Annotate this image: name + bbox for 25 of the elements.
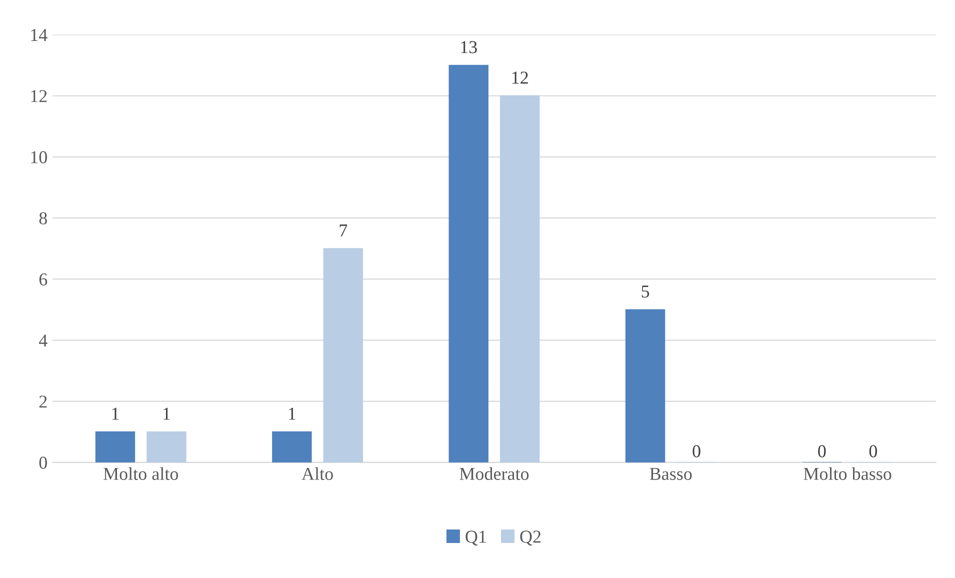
data-label: 1 — [112, 408, 119, 420]
data-label: 0 — [869, 445, 878, 458]
x-tick-label: Molto basso — [804, 467, 892, 480]
x-tick-label: Basso — [650, 468, 692, 480]
x-tick-label: Moderato — [460, 467, 529, 480]
y-tick-label: 10 — [31, 151, 47, 164]
y-tick-label: 8 — [39, 212, 47, 224]
y-tick-label: 14 — [31, 29, 48, 41]
data-label: 1 — [164, 408, 170, 420]
y-tick-label: 2 — [39, 396, 47, 408]
data-label: 12 — [512, 72, 528, 84]
y-tick-label: 12 — [31, 90, 47, 102]
x-tick-label: Alto — [302, 467, 333, 480]
legend-label: Q2 — [520, 530, 541, 546]
data-label: 5 — [642, 286, 650, 298]
data-label: 7 — [340, 224, 348, 236]
x-tick-label: Molto alto — [104, 467, 178, 480]
y-tick-label: 6 — [39, 273, 48, 286]
data-label: 13 — [461, 41, 477, 54]
data-label: 0 — [818, 445, 826, 458]
data-label: 0 — [692, 445, 700, 458]
y-tick-label: 4 — [38, 334, 48, 346]
data-label: 1 — [288, 408, 296, 420]
legend-label: Q1 — [466, 530, 486, 546]
y-tick-label: 0 — [39, 456, 47, 469]
